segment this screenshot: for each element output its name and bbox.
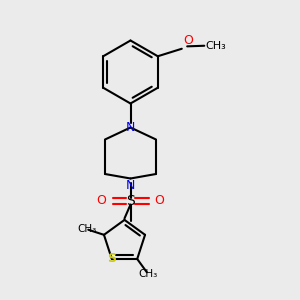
Text: S: S [107,253,116,266]
Text: CH₃: CH₃ [205,41,226,51]
Text: S: S [126,194,135,208]
Text: N: N [126,122,135,134]
Text: N: N [126,179,135,192]
Text: CH₃: CH₃ [77,224,97,234]
Text: O: O [154,194,164,208]
Text: CH₃: CH₃ [138,268,158,278]
Text: O: O [97,194,106,208]
Text: O: O [183,34,193,47]
